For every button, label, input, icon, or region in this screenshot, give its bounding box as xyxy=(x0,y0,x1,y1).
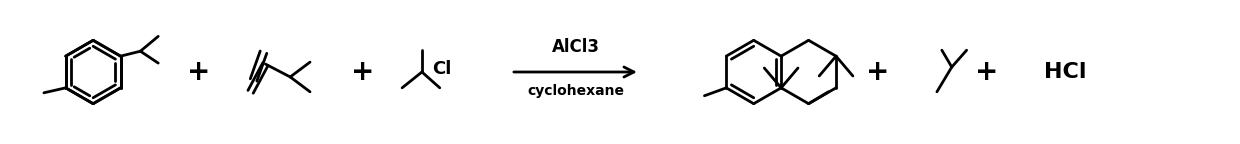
Text: HCl: HCl xyxy=(1044,62,1087,82)
Text: +: + xyxy=(187,58,211,86)
Text: AlCl3: AlCl3 xyxy=(552,38,599,56)
Text: Cl: Cl xyxy=(432,60,451,78)
Text: +: + xyxy=(351,58,374,86)
Text: cyclohexane: cyclohexane xyxy=(527,84,624,98)
Text: +: + xyxy=(866,58,889,86)
Text: +: + xyxy=(975,58,998,86)
